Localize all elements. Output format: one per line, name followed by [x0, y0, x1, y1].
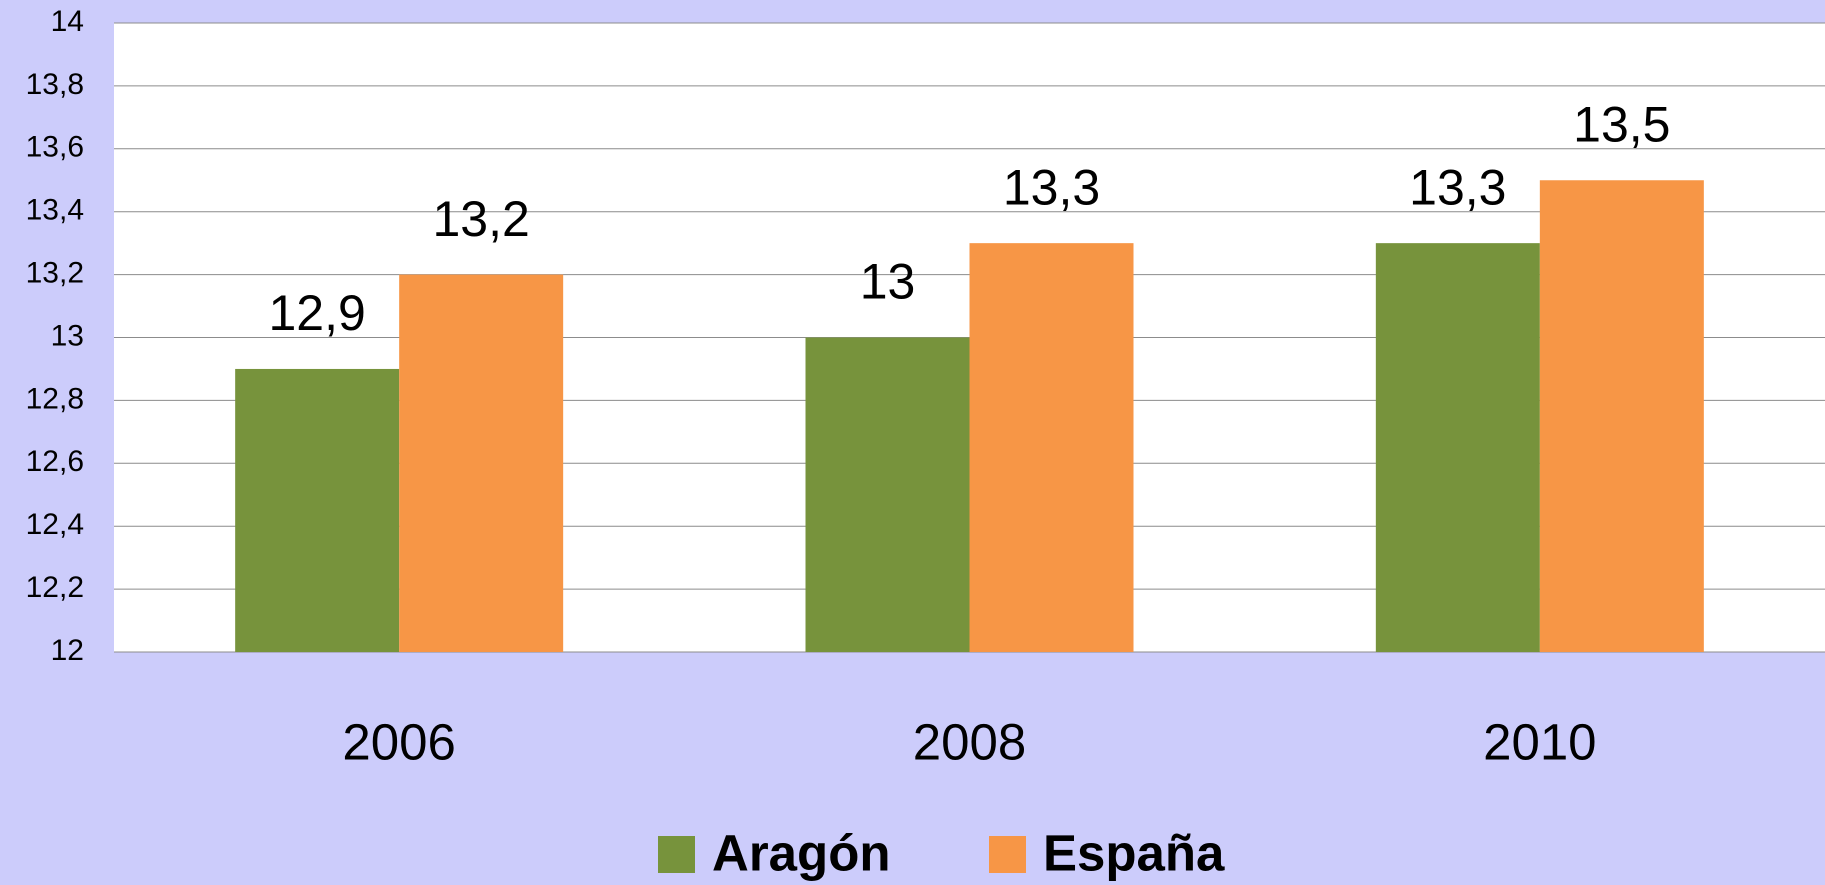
- data-label: 12,9: [269, 285, 366, 341]
- y-tick-label: 13,6: [26, 131, 84, 164]
- bar: [805, 337, 970, 652]
- data-label: 13,5: [1573, 96, 1670, 152]
- y-tick-label: 14: [51, 5, 84, 38]
- bar: [969, 243, 1134, 652]
- y-tick-label: 13: [51, 319, 84, 352]
- bar: [1375, 243, 1540, 652]
- y-tick-label: 13,4: [26, 194, 84, 227]
- data-label: 13,3: [1409, 159, 1506, 215]
- y-tick-label: 13,8: [26, 68, 84, 101]
- bar: [399, 274, 564, 652]
- y-tick-label: 12,4: [26, 508, 84, 541]
- x-tick-label: 2010: [1483, 713, 1596, 770]
- data-label: 13: [860, 254, 916, 310]
- legend-label: España: [1043, 824, 1225, 881]
- y-tick-label: 12,6: [26, 445, 84, 478]
- y-tick-label: 12,8: [26, 382, 84, 415]
- x-tick-label: 2006: [342, 713, 455, 770]
- y-tick-label: 12: [51, 634, 84, 667]
- data-label: 13,3: [1003, 159, 1100, 215]
- data-label: 13,2: [433, 191, 530, 247]
- y-tick-label: 13,2: [26, 257, 84, 290]
- legend-swatch: [658, 836, 695, 873]
- legend-swatch: [989, 836, 1026, 873]
- legend-label: Aragón: [712, 824, 891, 881]
- y-tick-label: 12,2: [26, 571, 84, 604]
- x-tick-label: 2008: [913, 713, 1026, 770]
- bar: [235, 368, 400, 652]
- bar: [1539, 180, 1704, 652]
